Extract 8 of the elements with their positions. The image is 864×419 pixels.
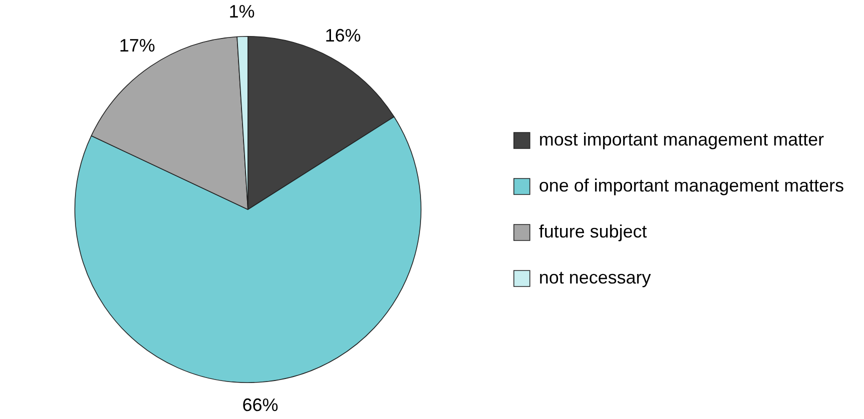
legend-label: most important management matter xyxy=(538,129,824,150)
data-label: 17% xyxy=(119,35,156,56)
data-label: 16% xyxy=(324,26,361,46)
legend-label: not necessary xyxy=(538,267,651,288)
legend-label: future subject xyxy=(538,221,647,242)
data-label: 66% xyxy=(242,395,278,416)
data-label: 1% xyxy=(228,1,255,22)
legend-label: one of important management matters xyxy=(538,175,844,196)
